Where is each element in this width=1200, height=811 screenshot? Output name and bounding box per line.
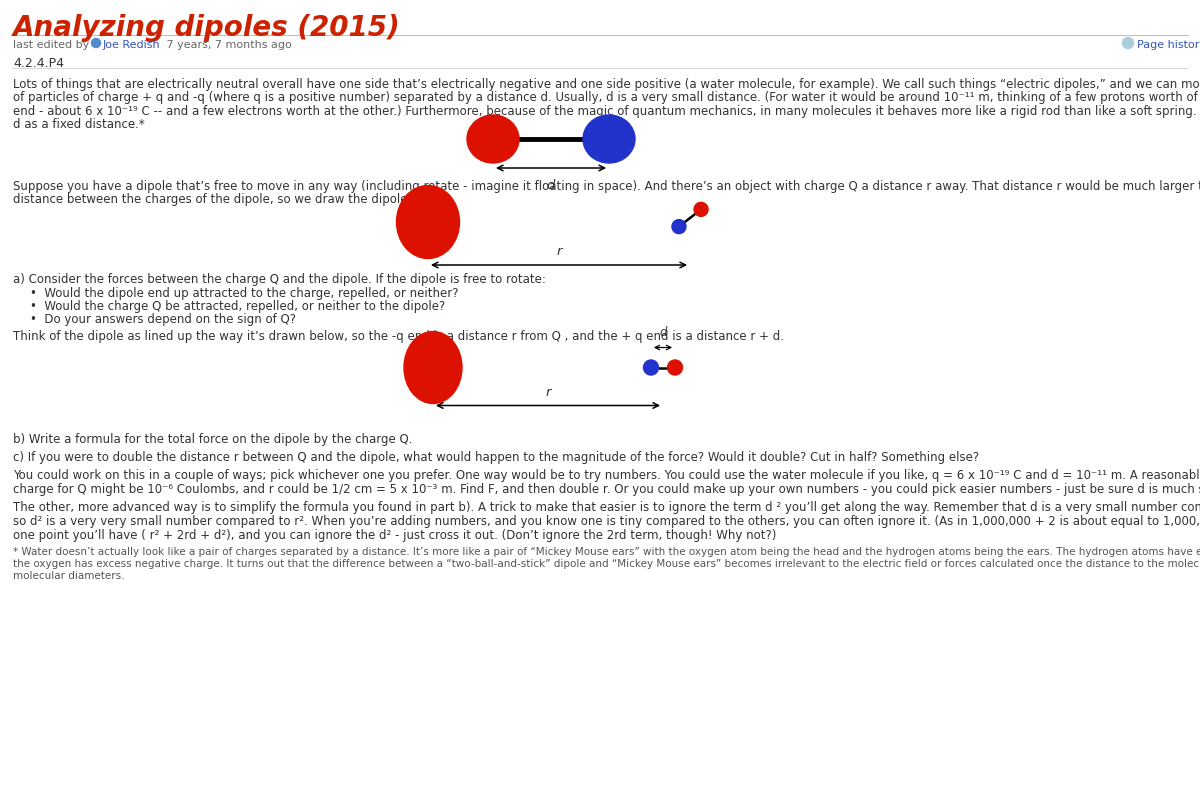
Text: a) Consider the forces between the charge Q and the dipole. If the dipole is fre: a) Consider the forces between the charg…: [13, 273, 546, 286]
Text: •  Would the dipole end up attracted to the charge, repelled, or neither?: • Would the dipole end up attracted to t…: [30, 286, 458, 299]
Circle shape: [1122, 37, 1134, 49]
Text: c) If you were to double the distance r between Q and the dipole, what would hap: c) If you were to double the distance r …: [13, 451, 979, 464]
Circle shape: [672, 220, 686, 234]
Text: Analyzing dipoles (2015): Analyzing dipoles (2015): [13, 14, 401, 42]
Text: •  Do your answers depend on the sign of Q?: • Do your answers depend on the sign of …: [30, 314, 296, 327]
Text: The other, more advanced way is to simplify the formula you found in part b). A : The other, more advanced way is to simpl…: [13, 501, 1200, 514]
Text: Suppose you have a dipole that’s free to move in any way (including rotate - ima: Suppose you have a dipole that’s free to…: [13, 180, 1200, 193]
Text: of particles of charge + q and -q (where q is a positive number) separated by a : of particles of charge + q and -q (where…: [13, 92, 1200, 105]
Text: -q: -q: [600, 131, 618, 147]
Text: 7 years, 7 months ago: 7 years, 7 months ago: [163, 40, 292, 50]
Text: last edited by: last edited by: [13, 40, 92, 50]
Text: Page history: Page history: [1138, 40, 1200, 50]
Ellipse shape: [404, 332, 462, 404]
Text: r: r: [557, 245, 562, 258]
Text: one point you’ll have ( r² + 2rd + d²), and you can ignore the d² - just cross i: one point you’ll have ( r² + 2rd + d²), …: [13, 529, 776, 542]
Ellipse shape: [467, 115, 520, 163]
Text: d as a fixed distance.*: d as a fixed distance.*: [13, 118, 145, 131]
Text: 4.2.4.P4: 4.2.4.P4: [13, 57, 64, 70]
Ellipse shape: [396, 186, 460, 259]
Text: end - about 6 x 10⁻¹⁹ C -- and a few electrons worth at the other.) Furthermore,: end - about 6 x 10⁻¹⁹ C -- and a few ele…: [13, 105, 1200, 118]
Text: so d² is a very very small number compared to r². When you’re adding numbers, an: so d² is a very very small number compar…: [13, 515, 1200, 528]
Text: the oxygen has excess negative charge. It turns out that the difference between : the oxygen has excess negative charge. I…: [13, 559, 1200, 569]
Circle shape: [91, 38, 101, 48]
Text: * Water doesn’t actually look like a pair of charges separated by a distance. It: * Water doesn’t actually look like a pai…: [13, 547, 1200, 557]
Text: You could work on this in a couple of ways; pick whichever one you prefer. One w: You could work on this in a couple of wa…: [13, 470, 1200, 483]
Text: distance between the charges of the dipole, so we draw the dipole small.: distance between the charges of the dipo…: [13, 194, 446, 207]
Text: b) Write a formula for the total force on the dipole by the charge Q.: b) Write a formula for the total force o…: [13, 432, 413, 445]
Circle shape: [643, 360, 659, 375]
Text: charge for Q might be 10⁻⁶ Coulombs, and r could be 1/2 cm = 5 x 10⁻³ m. Find F,: charge for Q might be 10⁻⁶ Coulombs, and…: [13, 483, 1200, 496]
Text: d: d: [659, 325, 667, 338]
Text: molecular diameters.: molecular diameters.: [13, 571, 125, 581]
Text: d: d: [547, 179, 556, 192]
Text: Joe Redish: Joe Redish: [103, 40, 161, 50]
Ellipse shape: [583, 115, 635, 163]
Circle shape: [667, 360, 683, 375]
Text: q: q: [487, 131, 498, 147]
Text: Q: Q: [420, 213, 436, 231]
Text: Think of the dipole as lined up the way it’s drawn below, so the -q end is a dis: Think of the dipole as lined up the way …: [13, 330, 784, 343]
Text: Lots of things that are electrically neutral overall have one side that’s electr: Lots of things that are electrically neu…: [13, 78, 1200, 91]
Circle shape: [694, 203, 708, 217]
Text: r: r: [545, 385, 551, 398]
Text: Q: Q: [425, 358, 440, 376]
Text: •  Would the charge Q be attracted, repelled, or neither to the dipole?: • Would the charge Q be attracted, repel…: [30, 300, 445, 313]
